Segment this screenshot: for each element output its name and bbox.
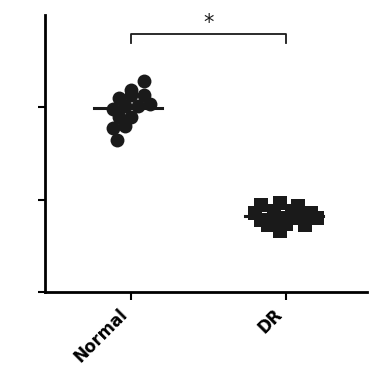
Point xyxy=(258,217,264,223)
Point xyxy=(116,95,122,101)
Point xyxy=(277,200,283,206)
Point xyxy=(141,92,147,98)
Point xyxy=(314,215,320,221)
Point xyxy=(129,114,135,120)
Point xyxy=(147,101,153,107)
Text: *: * xyxy=(203,13,214,33)
Point xyxy=(277,228,283,234)
Point xyxy=(295,215,301,221)
Point xyxy=(289,208,295,214)
Point xyxy=(135,103,141,109)
Point xyxy=(110,125,116,131)
Point xyxy=(141,79,147,85)
Point xyxy=(295,203,301,209)
Point xyxy=(302,222,308,228)
Point xyxy=(277,215,283,221)
Point xyxy=(258,202,264,208)
Point xyxy=(110,106,116,112)
Point xyxy=(308,210,314,216)
Point xyxy=(283,221,289,227)
Point xyxy=(122,123,128,129)
Point xyxy=(122,103,128,109)
Point xyxy=(129,92,135,98)
Point xyxy=(114,137,120,142)
Point xyxy=(264,222,270,228)
Point xyxy=(252,210,258,216)
Point xyxy=(129,87,135,93)
Point xyxy=(116,114,122,120)
Point xyxy=(271,208,277,214)
